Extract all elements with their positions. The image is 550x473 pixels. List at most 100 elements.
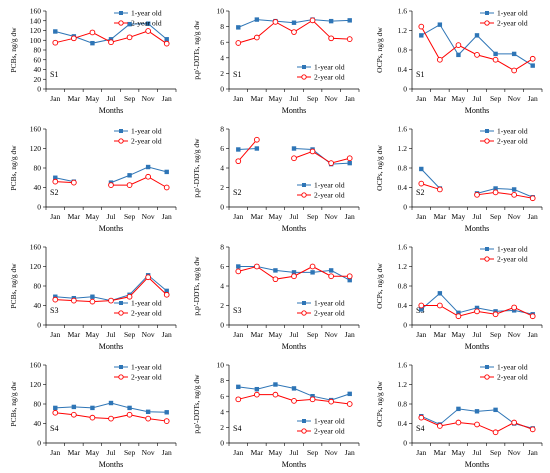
legend-marker [484,20,490,26]
y-tick-label: 0 [37,85,41,94]
data-point [254,386,260,392]
y-tick-label: 0 [403,85,407,94]
y-tick-label: 4 [220,164,224,173]
x-tick-label: Mar [251,94,264,103]
legend-marker [302,301,306,305]
x-tick-label: Nov [508,448,521,457]
y-tick-label: 160 [30,361,42,370]
data-point [511,419,517,426]
data-point [236,25,241,30]
legend-label: 1-year old [131,127,162,136]
x-tick-label: May [452,212,466,221]
data-point [529,55,536,62]
y-axis-label: OCPs, ng/g dw [375,263,384,309]
data-point [163,418,170,424]
y-tick-label: 0.4 [398,301,408,310]
site-label: S4 [416,424,424,433]
x-tick-label: Sep [490,448,502,457]
y-tick-label: 120 [30,262,42,271]
data-point [455,313,462,320]
legend-marker [484,138,490,144]
y-tick-label: 8 [220,22,224,31]
data-point [346,36,353,42]
data-point [309,396,316,403]
data-point [272,276,279,283]
x-axis-label: Months [99,106,123,115]
data-point [291,146,297,151]
x-tick-label: Jan [50,448,60,457]
data-point [492,189,499,196]
x-tick-label: May [452,448,466,457]
x-tick-label: Jul [107,330,116,339]
x-tick-label: Jan [50,330,60,339]
legend-marker [301,310,307,316]
x-tick-label: Mar [68,94,81,103]
y-tick-label: 20 [34,75,42,84]
x-tick-label: May [269,94,283,103]
site-label: S2 [416,188,424,197]
data-point [254,34,260,41]
data-point [474,191,480,198]
y-tick-label: 40 [34,419,42,428]
data-point [52,178,59,185]
legend-marker [485,11,489,15]
data-point [126,411,133,418]
data-point [346,401,353,407]
data-point [347,160,352,166]
x-tick-label: Jan [416,330,426,339]
legend-label: 2-year old [131,373,162,382]
x-axis-label: Months [282,106,306,115]
legend-marker [484,374,490,380]
y-tick-label: 0.4 [398,183,408,192]
y-tick-label: 0 [220,85,224,94]
y-tick-label: 0.8 [398,46,408,55]
y-tick-label: 0.8 [398,282,408,291]
y-tick-label: 2 [220,423,224,432]
data-point [419,166,424,172]
y-axis-label: p,p'-DDTs, ng/g dw [192,256,201,316]
x-tick-label: Jan [233,448,243,457]
series-line [421,183,441,190]
data-point [254,17,260,22]
data-point [127,405,132,411]
data-point [127,173,132,178]
y-axis-label: PCBs, ng/g dw [9,381,18,427]
data-point [418,414,425,421]
data-point [437,302,443,309]
x-axis-label: Months [99,460,123,469]
x-tick-label: Sep [124,448,136,457]
data-point [530,63,535,68]
y-tick-label: 140 [30,16,42,25]
legend-marker [302,65,306,69]
data-point [236,264,241,269]
data-point [529,426,536,433]
y-tick-label: 60 [34,55,42,64]
y-tick-label: 4 [220,282,224,291]
y-tick-label: 120 [30,144,42,153]
x-tick-label: Sep [307,94,319,103]
data-point [235,396,242,403]
y-tick-label: 2 [220,183,224,192]
x-tick-label: Jan [416,212,426,221]
series-line [476,187,533,198]
x-tick-label: Jan [162,448,172,457]
data-point [235,268,242,275]
site-label: S2 [233,188,241,197]
data-point [309,148,316,155]
legend-label: 1-year old [497,127,528,136]
x-tick-label: Jan [162,94,172,103]
legend-label: 1-year old [131,363,162,372]
y-tick-label: 0.8 [398,164,408,173]
data-point [71,411,77,418]
series-line [293,148,350,165]
y-tick-label: 80 [34,400,42,409]
x-tick-label: Jan [345,448,355,457]
data-point [89,29,96,36]
data-point [328,18,334,24]
y-tick-label: 80 [34,282,42,291]
y-tick-label: 120 [30,26,42,35]
y-tick-label: 2 [220,301,224,310]
legend-marker [301,428,307,434]
